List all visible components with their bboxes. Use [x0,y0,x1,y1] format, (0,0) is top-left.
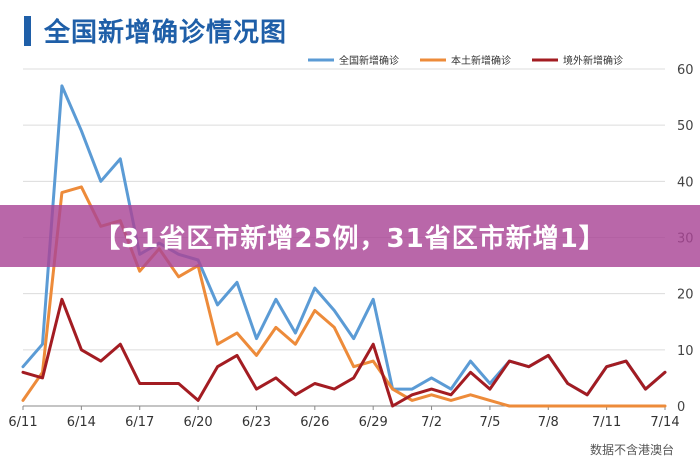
y-tick-label: 50 [677,119,694,134]
x-tick-label: 6/23 [242,415,271,430]
x-tick-label: 6/17 [125,415,154,430]
series-line [21,297,667,408]
x-tick-label: 7/14 [650,415,679,430]
chart-title: 全国新增确诊情况图 [44,18,288,48]
x-tick-label: 6/29 [359,415,388,430]
y-tick-label: 0 [677,400,685,415]
headline-banner: 【31省区市新增25例，31省区市新增1】 [0,205,700,267]
y-tick-label: 10 [677,344,694,359]
x-tick-label: 7/11 [592,415,621,430]
legend-label: 全国新增确诊 [339,54,399,67]
x-tick-label: 6/20 [183,415,212,430]
y-tick-label: 20 [677,288,694,303]
y-tick-label: 60 [677,63,694,78]
x-tick-label: 7/5 [479,415,500,430]
title-accent-bar [24,16,31,46]
x-tick-label: 7/2 [421,415,442,430]
legend-label: 境外新增确诊 [563,54,623,67]
source-note: 数据不含港澳台 [589,443,674,457]
x-tick-label: 6/26 [300,415,329,430]
x-tick-label: 7/8 [538,415,559,430]
headline-text: 【31省区市新增25例，31省区市新增1】 [94,223,606,254]
legend-label: 本土新增确诊 [451,54,511,67]
x-tick-label: 6/11 [8,415,37,430]
y-tick-label: 40 [677,175,694,190]
x-tick-label: 6/14 [67,415,96,430]
